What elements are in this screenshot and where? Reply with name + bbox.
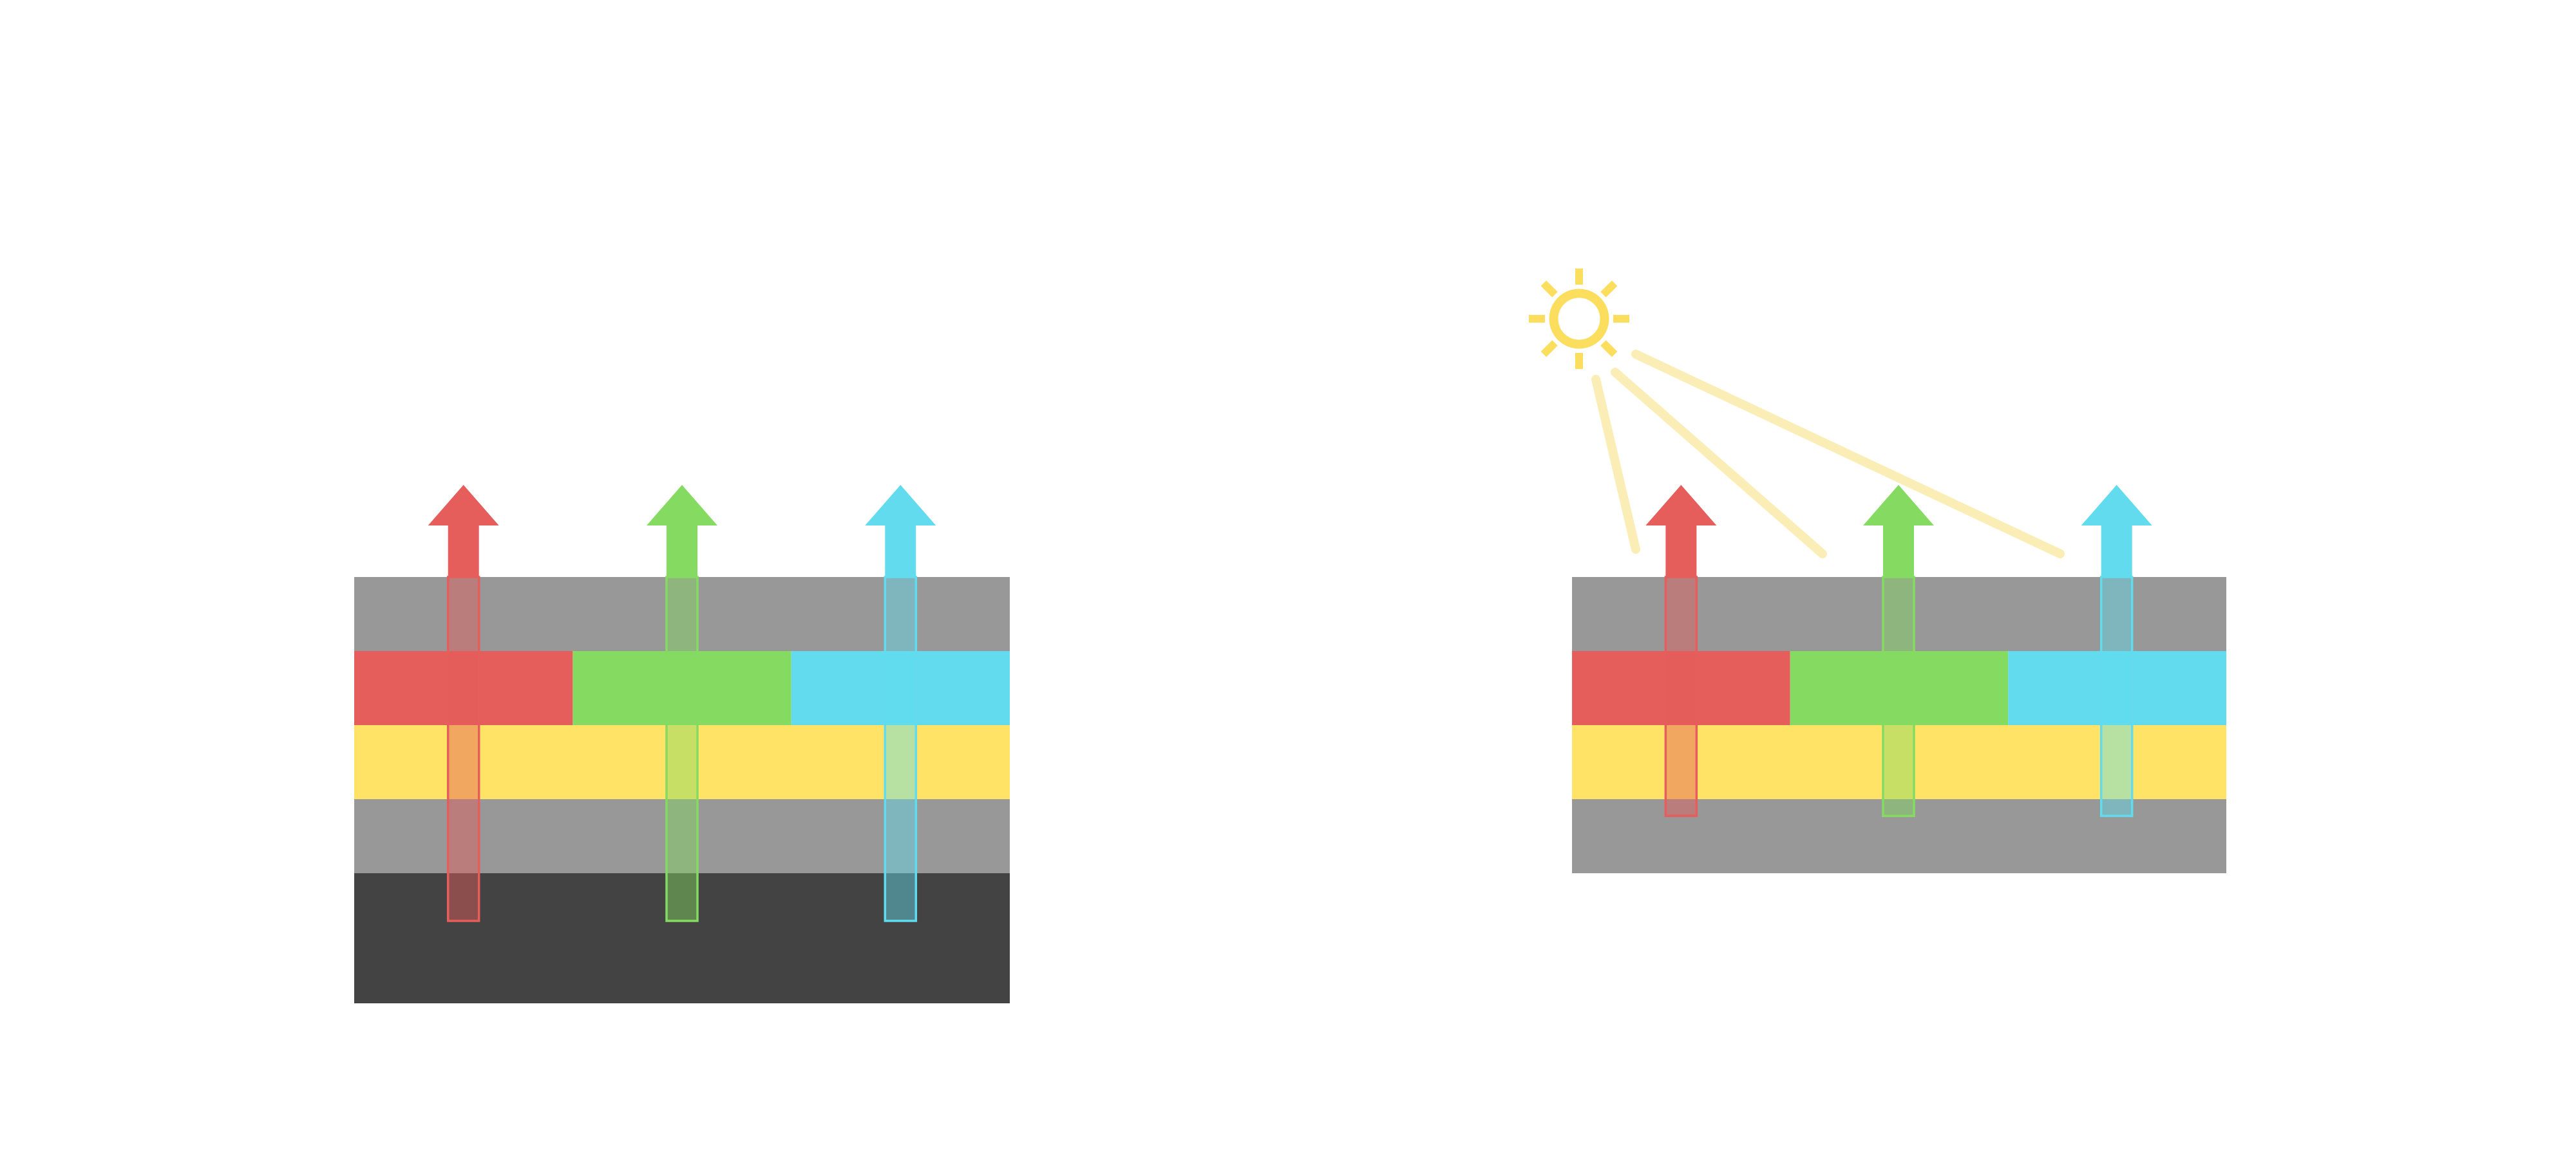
green-light-arrow-tail [665,576,699,922]
rgb-pixel-layer-green-segment [573,651,791,725]
green-light-arrow [647,485,717,578]
blue-light-arrow [865,485,936,578]
sun-ring [1549,288,1609,349]
emissive-display-stack [354,485,1010,1003]
sun-icon [1529,269,1629,369]
reflector-layer [1572,725,2226,799]
sun-ray-2 [1600,280,1618,298]
reflective-display-stack [1529,269,2226,873]
substrate-layer [354,799,1010,873]
cover-layer [354,577,1010,651]
sun-ray-4 [1600,340,1618,357]
blue-light-arrow-tail [884,576,918,922]
green-light-arrow [1863,485,1934,578]
blue-light-arrow [2081,485,2152,578]
red-light-arrow-tail [1664,576,1698,817]
red-light-arrow-tail [446,576,480,922]
emitter-layer [354,725,1010,799]
sunbeam-3 [1631,350,2065,558]
rgb-pixel-layer-blue-segment [791,651,1010,725]
sunbeam-2 [1611,368,1827,558]
sun-ray-6 [1540,340,1558,357]
rgb-pixel-layer-green-segment [1790,651,2009,725]
backplane-layer [354,873,1010,1003]
rgb-pixel-layer-red-segment [354,651,573,725]
cover-layer [1572,577,2226,651]
sunbeam-1 [1591,375,1640,554]
red-light-arrow [1645,485,1717,578]
rgb-pixel-layer-blue-segment [2008,651,2226,725]
sun-ray-8 [1540,280,1558,298]
substrate-layer [1572,799,2226,873]
rgb-pixel-layer-red-segment [1572,651,1790,725]
green-light-arrow-tail [1882,576,1915,817]
red-light-arrow [428,485,499,578]
blue-light-arrow-tail [2099,576,2134,817]
